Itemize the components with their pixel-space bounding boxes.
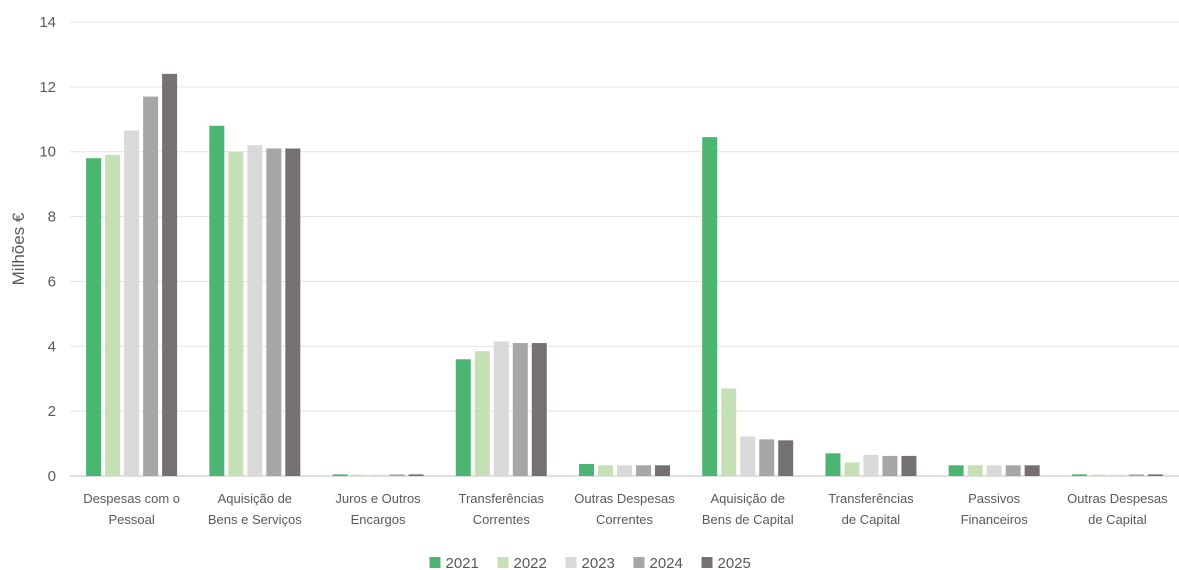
y-tick-label: 14 xyxy=(39,14,56,31)
bar-2021-1 xyxy=(209,125,225,477)
legend-swatch-2023 xyxy=(565,557,577,568)
bar-2025-4 xyxy=(655,465,670,476)
category-label: Outras Despesas xyxy=(1067,491,1168,506)
bar-2024-8 xyxy=(1128,474,1144,476)
y-tick-label: 2 xyxy=(48,403,56,420)
y-axis-label: Milhões € xyxy=(9,212,28,285)
legend-label-2021: 2021 xyxy=(446,555,479,570)
bar-2025-0 xyxy=(162,73,178,476)
category-label: Despesas com o xyxy=(83,491,180,506)
y-tick-label: 6 xyxy=(48,273,56,290)
category-label: de Capital xyxy=(1088,512,1147,527)
bar-2025-5 xyxy=(778,440,794,476)
bar-2021-2 xyxy=(332,474,348,476)
legend: 2021 2022 2023 2024 2025 xyxy=(429,555,751,570)
bar-2022-3 xyxy=(474,351,490,476)
bar-2022-5 xyxy=(721,388,737,476)
bar-2022-1 xyxy=(228,151,244,476)
bar-2024-2 xyxy=(389,474,405,476)
legend-swatch-2022 xyxy=(497,557,509,568)
category-label: Correntes xyxy=(473,512,531,527)
category-label: Passivos xyxy=(968,491,1021,506)
bar-2021-7 xyxy=(948,465,964,476)
category-label: Aquisição de xyxy=(710,491,784,506)
bar-2022-8 xyxy=(1090,474,1106,476)
y-tick-label: 12 xyxy=(39,79,56,96)
category-label: Encargos xyxy=(351,512,406,527)
bar-2022-4 xyxy=(598,465,613,476)
category-label: Pessoal xyxy=(108,512,154,527)
bar-2025-3 xyxy=(531,343,547,476)
bar-2025-2 xyxy=(408,474,424,476)
bar-2025-6 xyxy=(901,455,917,476)
bar-2024-6 xyxy=(882,455,898,476)
category-label: Transferências xyxy=(459,491,545,506)
bar-2023-0 xyxy=(124,130,140,476)
bar-2024-0 xyxy=(143,96,159,476)
bar-2022-0 xyxy=(105,154,121,476)
bar-2023-1 xyxy=(247,145,263,476)
bar-2021-6 xyxy=(825,453,841,476)
category-label: Bens e Serviços xyxy=(208,512,302,527)
y-tick-label: 8 xyxy=(48,209,56,226)
bar-2024-5 xyxy=(759,439,775,476)
bar-2023-5 xyxy=(740,436,756,476)
y-tick-label: 4 xyxy=(48,338,56,355)
legend-label-2024: 2024 xyxy=(650,555,683,570)
x-axis-categories: Despesas com o Pessoal Aquisição de Bens e … xyxy=(83,491,1168,527)
category-label: Correntes xyxy=(596,512,654,527)
bar-2024-7 xyxy=(1005,465,1021,476)
legend-label-2022: 2022 xyxy=(514,555,547,570)
bar-2021-3 xyxy=(455,359,471,476)
bar-2025-8 xyxy=(1147,474,1163,476)
bar-2024-4 xyxy=(636,465,651,476)
bar-2023-3 xyxy=(493,341,509,476)
bar-2025-1 xyxy=(285,148,301,476)
legend-swatch-2021 xyxy=(429,557,441,568)
bar-2024-1 xyxy=(266,148,282,476)
bar-2022-6 xyxy=(844,462,860,476)
bar-2023-2 xyxy=(370,474,386,476)
category-label: Juros e Outros xyxy=(335,491,421,506)
y-axis-ticks: 0 2 4 6 8 10 12 14 xyxy=(39,14,56,485)
bar-2023-8 xyxy=(1109,474,1125,476)
bar-2023-4 xyxy=(617,465,632,476)
legend-swatch-2025 xyxy=(701,557,713,568)
category-label: de Capital xyxy=(842,512,901,527)
bar-2022-2 xyxy=(351,474,367,476)
category-label: Bens de Capital xyxy=(702,512,794,527)
legend-label-2023: 2023 xyxy=(582,555,615,570)
y-tick-label: 10 xyxy=(39,144,56,161)
category-label: Financeiros xyxy=(961,512,1029,527)
bar-2021-5 xyxy=(702,137,718,476)
bar-2025-7 xyxy=(1024,465,1040,476)
bar-2024-3 xyxy=(512,343,528,476)
category-label: Outras Despesas xyxy=(574,491,675,506)
bar-2023-7 xyxy=(986,465,1002,476)
category-label: Transferências xyxy=(828,491,914,506)
legend-label-2025: 2025 xyxy=(718,555,751,570)
legend-swatch-2024 xyxy=(633,557,645,568)
bars xyxy=(86,73,1163,477)
bar-2021-8 xyxy=(1071,474,1087,476)
bar-2021-0 xyxy=(86,158,102,476)
bar-2021-4 xyxy=(579,464,594,476)
y-tick-label: 0 xyxy=(48,468,56,485)
category-label: Aquisição de xyxy=(218,491,292,506)
bar-2023-6 xyxy=(863,454,879,476)
bar-2022-7 xyxy=(967,465,983,476)
